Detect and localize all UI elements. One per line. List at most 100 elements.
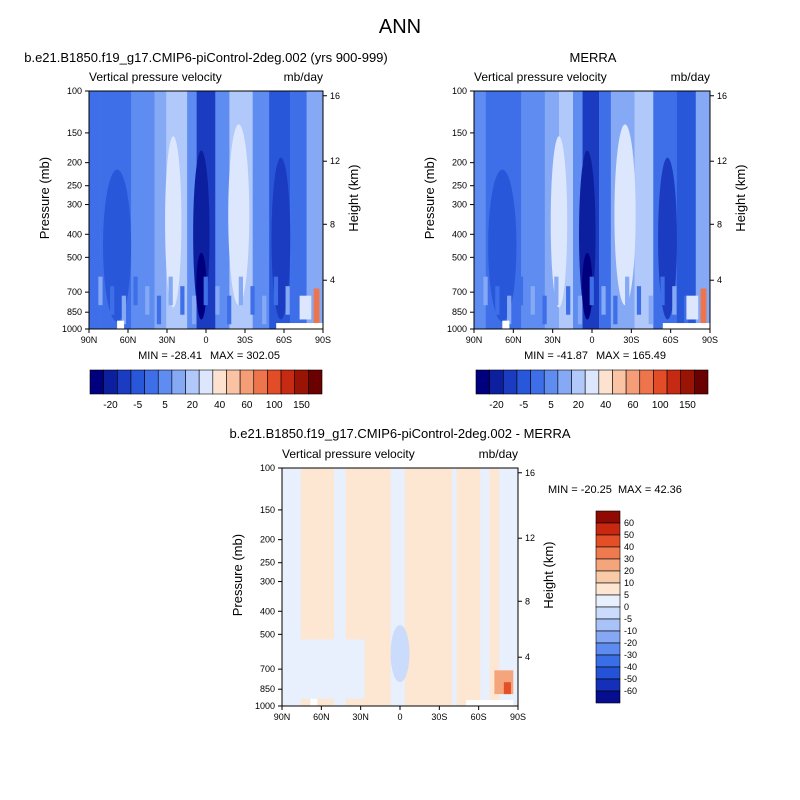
colorbar-box bbox=[595, 630, 621, 644]
negative-anomaly bbox=[390, 625, 410, 683]
polar-light bbox=[686, 295, 699, 320]
y2-tick-label: 8 bbox=[330, 219, 335, 229]
colorbar-box bbox=[595, 678, 621, 692]
field-band bbox=[306, 91, 323, 329]
x-tick-label: 60N bbox=[505, 335, 522, 345]
panel-title: MERRA bbox=[570, 50, 617, 65]
colorbar-box bbox=[130, 369, 145, 395]
x-tick-label: 0 bbox=[397, 712, 402, 722]
near-surface-structure bbox=[168, 276, 173, 306]
colorbar-box bbox=[625, 369, 641, 395]
near-surface-structure bbox=[577, 295, 583, 325]
y2-axis-label: Height (km) bbox=[346, 165, 361, 232]
y2-tick-label: 12 bbox=[717, 156, 727, 166]
descent-cell-south bbox=[614, 124, 636, 306]
colorbar-box bbox=[694, 369, 709, 395]
y-tick-label: 400 bbox=[452, 229, 467, 239]
y-tick-label: 500 bbox=[67, 252, 82, 262]
descent-cell-north bbox=[165, 136, 182, 308]
y-tick-label: 200 bbox=[452, 158, 467, 168]
colorbar-box bbox=[680, 369, 695, 395]
y-tick-label: 150 bbox=[452, 128, 467, 138]
colorbar-box bbox=[185, 369, 200, 395]
descent-cell-south bbox=[228, 124, 250, 306]
colorbar-box bbox=[612, 369, 627, 395]
field-band bbox=[499, 468, 518, 706]
colorbar-tick-label: 40 bbox=[214, 400, 226, 411]
colorbar-box bbox=[595, 654, 621, 668]
colorbar-box bbox=[226, 369, 241, 395]
near-surface-structure bbox=[238, 276, 243, 306]
y2-tick-label: 8 bbox=[525, 596, 530, 606]
min-label: MIN = -28.41 bbox=[138, 350, 202, 362]
colorbar-box bbox=[171, 369, 186, 395]
near-surface-structure bbox=[110, 286, 115, 315]
near-surface-structure bbox=[684, 295, 689, 325]
descent-cell-north bbox=[550, 136, 568, 308]
polar-positive bbox=[313, 288, 320, 325]
y-axis-label: Pressure (mb) bbox=[230, 534, 245, 616]
right-string: mb/day bbox=[284, 70, 323, 84]
y2-tick-label: 16 bbox=[717, 91, 727, 101]
y-tick-label: 1000 bbox=[62, 324, 82, 334]
y-tick-label: 300 bbox=[67, 200, 82, 210]
polar-positive bbox=[700, 288, 707, 325]
x-tick-label: 60N bbox=[120, 335, 137, 345]
x-tick-label: 30N bbox=[159, 335, 176, 345]
topography-mask bbox=[466, 700, 514, 706]
colorbar-tick-label: 20 bbox=[573, 400, 585, 411]
colorbar-tick-label: -60 bbox=[624, 686, 637, 696]
colorbar-box bbox=[595, 690, 621, 704]
colorbar-box bbox=[502, 369, 518, 395]
y-tick-label: 100 bbox=[67, 86, 82, 96]
y2-tick-label: 8 bbox=[717, 219, 722, 229]
topography-mask bbox=[502, 320, 510, 329]
near-surface-structure bbox=[227, 295, 232, 325]
colorbar-tick-label: 5 bbox=[624, 590, 629, 600]
y-tick-label: 250 bbox=[67, 181, 82, 191]
colorbar-box bbox=[198, 369, 214, 395]
field-band bbox=[333, 468, 346, 706]
colorbar: -20 -5 5 20 40 60 100 150 bbox=[89, 369, 323, 411]
heatmap-field bbox=[282, 468, 518, 706]
min-label: MIN = -20.25 bbox=[548, 484, 612, 496]
max-label: MAX = 302.05 bbox=[210, 350, 280, 362]
y-tick-label: 850 bbox=[67, 307, 82, 317]
colorbar-tick-label: 0 bbox=[624, 602, 629, 612]
y-tick-label: 1000 bbox=[447, 324, 467, 334]
positive-anomaly bbox=[503, 682, 511, 695]
colorbar-box bbox=[595, 558, 621, 572]
panel-3: b.e21.B1850.f19_g17.CMIP6-piControl-2deg… bbox=[229, 426, 681, 722]
colorbar-tick-label: 20 bbox=[624, 566, 634, 576]
colorbar-box bbox=[475, 369, 490, 395]
colorbar-tick-label: -30 bbox=[624, 650, 637, 660]
near-surface-structure bbox=[273, 276, 279, 306]
colorbar-tick-label: 40 bbox=[600, 400, 612, 411]
y-tick-label: 700 bbox=[260, 664, 275, 674]
y2-tick-label: 16 bbox=[525, 468, 535, 478]
x-tick-label: 60S bbox=[663, 335, 679, 345]
colorbar-box bbox=[89, 369, 104, 395]
field-band bbox=[290, 91, 307, 329]
y2-axis-label: Height (km) bbox=[733, 165, 748, 232]
y-tick-label: 700 bbox=[67, 287, 82, 297]
x-tick-label: 60S bbox=[276, 335, 292, 345]
x-tick-label: 0 bbox=[589, 335, 594, 345]
x-tick-label: 60S bbox=[471, 712, 487, 722]
near-surface-structure bbox=[613, 295, 618, 325]
min-label: MIN = -41.87 bbox=[524, 350, 588, 362]
y-tick-label: 300 bbox=[260, 577, 275, 587]
x-tick-label: 90S bbox=[702, 335, 718, 345]
near-surface-structure bbox=[542, 295, 547, 325]
colorbar-tick-label: 60 bbox=[627, 400, 639, 411]
x-tick-label: 90S bbox=[510, 712, 526, 722]
y-tick-label: 100 bbox=[260, 463, 275, 473]
colorbar-box bbox=[308, 369, 323, 395]
near-surface-structure bbox=[98, 276, 103, 306]
colorbar-box bbox=[103, 369, 118, 395]
y-tick-label: 250 bbox=[452, 181, 467, 191]
near-surface-structure bbox=[262, 295, 267, 325]
colorbar-box bbox=[489, 369, 504, 395]
colorbar-tick-label: 100 bbox=[266, 400, 283, 411]
